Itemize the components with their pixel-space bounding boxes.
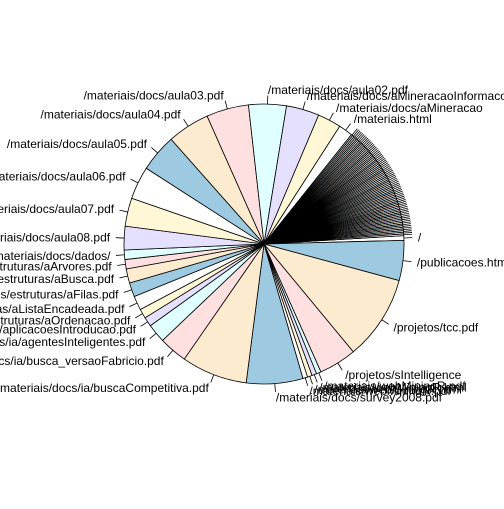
pie-slice-label: /materiais/docs/ia/busca_versaoFabricio.…: [0, 354, 164, 368]
pie-label-tick: [346, 123, 351, 130]
pie-label-tick: [403, 225, 411, 226]
pie-label-tick: [314, 375, 317, 383]
pie-label-tick: [401, 211, 409, 213]
pie-slice-label: /publicacoes.html: [417, 255, 504, 269]
pie-label-tick: [401, 213, 409, 215]
pie-label-tick: [303, 101, 305, 109]
pie-label-tick: [392, 183, 400, 186]
pie-label-tick: [150, 333, 156, 338]
pie-slice-label: /materiais/docs/dados/: [0, 249, 111, 263]
pie-slice-label: /materiais/docs/ia/buscaCompetitiva.pdf: [0, 381, 209, 395]
pie-slice-label: /materiais/docs/survey2008.pdf: [276, 391, 443, 405]
pie-label-tick: [401, 215, 409, 217]
pie-label-tick: [117, 264, 125, 265]
pie-slice-label: /materiais/docs/aula08.pdf: [0, 231, 111, 245]
pie-slice-label: /materiais.html: [354, 112, 432, 126]
pie-slice-label: /docs/estruturas/aFilas.pdf: [0, 287, 119, 301]
pie-label-tick: [402, 220, 410, 221]
pie-label-tick: [404, 232, 412, 233]
pie-label-tick: [391, 181, 399, 185]
pie-label-tick: [151, 147, 157, 152]
pie-slice-label: /materiais/docs/aula07.pdf: [0, 202, 115, 216]
pie-slice-label: /materiais/docs/aula05.pdf: [7, 137, 148, 151]
pie-label-tick: [338, 363, 342, 370]
pie-slice-label: /materiais/docs/ia/agentesInteligentes.p…: [0, 335, 146, 349]
pie-label-tick: [387, 173, 394, 177]
pie-label-tick: [385, 169, 392, 173]
pie-label-tick: [120, 276, 128, 278]
pie-label-tick: [211, 375, 214, 383]
pie-label-tick: [305, 378, 307, 386]
pie-label-tick: [131, 179, 139, 183]
pie-label-tick: [403, 224, 411, 225]
pie-slice-label: /projetos/tcc.pdf: [394, 320, 479, 334]
pie-label-tick: [329, 113, 333, 120]
pie-label-tick: [402, 218, 410, 219]
pie-label-tick: [403, 229, 411, 230]
pie-label-tick: [116, 255, 124, 256]
pie-label-tick: [402, 222, 410, 223]
pie-label-tick: [385, 170, 392, 174]
pie-label-tick: [184, 119, 189, 126]
pie-label-tick: [389, 178, 397, 182]
pie-label-tick: [403, 231, 411, 232]
pie-label-tick: [310, 376, 313, 384]
pie-label-tick: [319, 373, 322, 381]
pie-label-tick: [129, 303, 137, 307]
pie-label-tick: [135, 314, 142, 318]
pie-label-tick: [120, 210, 128, 212]
pie-label-tick: [404, 234, 412, 235]
pie-label-tick: [388, 175, 395, 179]
pie-label-tick: [124, 290, 132, 293]
pie-label-tick: [167, 350, 172, 356]
pie-slice-label: /materiais/docs/aula06.pdf: [0, 170, 126, 184]
pie-slice-label: /: [418, 230, 422, 244]
pie-label-tick: [392, 185, 400, 188]
pie-label-tick: [403, 261, 411, 262]
pie-label-tick: [141, 322, 148, 327]
pie-label-tick: [382, 320, 389, 325]
pie-label-tick: [390, 180, 398, 184]
pie-label-tick: [403, 227, 411, 228]
pie-label-tick: [386, 172, 393, 176]
pie-slice-label: /docs/estruturas/aBusca.pdf: [0, 272, 115, 286]
pie-slice-label: /materiais/docs/aula04.pdf: [41, 108, 182, 122]
pie-slice-label: /docs/estruturas/aListaEncadeada.pdf: [0, 302, 125, 316]
pie-label-tick: [402, 217, 410, 219]
pie-slice-label: /materiais/docs/aula03.pdf: [84, 88, 225, 102]
pie-slices: [124, 104, 404, 384]
pie-label-tick: [225, 101, 227, 109]
pie-label-tick: [389, 176, 396, 180]
